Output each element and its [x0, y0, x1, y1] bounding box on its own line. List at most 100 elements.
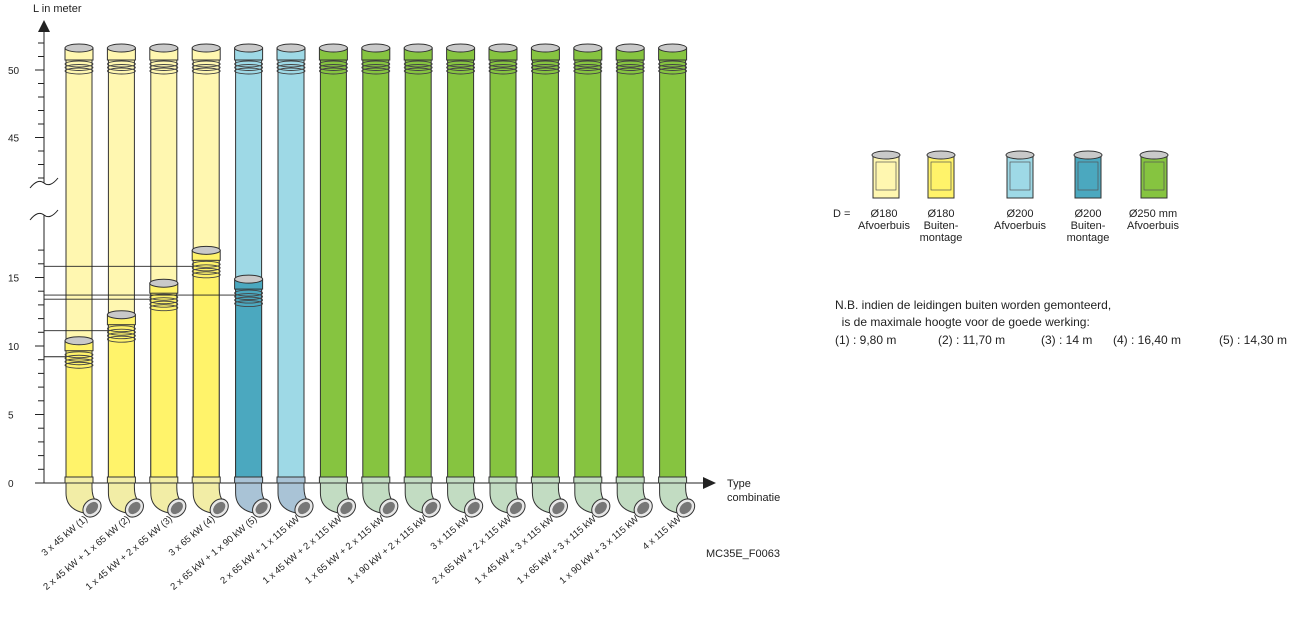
legend-swatch-top: [1005, 150, 1035, 160]
pipe-9: [403, 43, 441, 518]
x-axis-label: combinatie: [727, 492, 780, 504]
pipe-ring: [234, 300, 264, 308]
pipe-ring: [446, 67, 476, 75]
pipe-ring: [149, 297, 179, 305]
pipe-ring: [149, 304, 179, 312]
legend-swatch: [927, 155, 955, 199]
note-line-1: N.B. indien de leidingen buiten worden g…: [835, 298, 1112, 312]
pipe-ring: [361, 67, 391, 75]
pipe-outdoor-cap-top: [149, 278, 179, 288]
pipe-11: [488, 43, 526, 518]
pipe-body: [531, 53, 559, 484]
pipe-outdoor-cap-top: [191, 245, 221, 255]
pipe-ring: [446, 64, 476, 71]
pipe-5: [44, 43, 272, 518]
legend-prefix: D =: [833, 208, 850, 220]
x-axis-arrow: [703, 477, 716, 489]
pipe-ring: [403, 67, 433, 75]
pipe-ring: [234, 60, 264, 68]
pipe-ring: [361, 64, 391, 71]
pipe-ring: [615, 64, 645, 71]
pipe-ring: [106, 332, 136, 340]
pipe-outdoor-cap-top: [234, 274, 264, 284]
pipe-body: [574, 53, 602, 484]
pipe-ring: [234, 296, 264, 304]
pipe-ring: [191, 67, 221, 75]
pipe-ring: [106, 328, 136, 336]
pipe-cap-top: [361, 43, 391, 53]
pipe-cap-top: [191, 43, 221, 53]
pipe-ring: [191, 267, 221, 275]
category-label: 1 x 45 kW + 2 x 115 kW: [261, 514, 345, 587]
note-values: (1) : 9,80 m (2) : 11,70 m (3) : 14 m (4…: [835, 332, 1287, 349]
pipe-elbow-inner: [679, 501, 692, 515]
pipe-ring: [573, 64, 603, 71]
pipe-ring: [106, 60, 136, 68]
note-value-4: (4) : 16,40 m: [1113, 333, 1182, 347]
pipe-cap-top: [276, 43, 306, 53]
pipe-ring: [64, 67, 94, 75]
pipe-bottom-band: [530, 476, 560, 484]
pipe-cap-top: [573, 43, 603, 53]
pipe-cap-top: [64, 43, 94, 53]
pipe-body: [319, 53, 347, 484]
y-tick-label: 15: [8, 274, 20, 285]
pipe-body: [277, 53, 305, 484]
pipe-body: [447, 53, 475, 484]
pipe-3: [44, 43, 187, 518]
pipe-ring: [64, 64, 94, 71]
pipe-bottom-band: [573, 476, 603, 484]
figure-code: MC35E_F0063: [706, 548, 780, 560]
note-value-3: (3) : 14 m: [1041, 333, 1093, 347]
y-tick-label: 45: [8, 134, 20, 145]
legend-swatch: [1006, 155, 1034, 199]
legend-swatch: [1140, 155, 1168, 199]
x-axis-label: Type: [727, 478, 751, 490]
pipe-bottom-band: [615, 476, 645, 484]
pipe-ring: [64, 354, 94, 362]
pipe-elbow-inner: [128, 501, 141, 515]
category-label: 2 x 65 kW + 1 x 115 kW: [218, 514, 302, 587]
legend-label: Afvoerbuis: [1127, 220, 1179, 232]
pipe-ring: [530, 64, 560, 71]
legend-swatch-inner: [1143, 161, 1165, 191]
pipe-cap-top: [149, 43, 179, 53]
pipe-body: [616, 53, 644, 484]
pipe-cap-top: [658, 43, 688, 53]
pipe-elbow-inner: [297, 501, 311, 515]
pipe-2: [44, 43, 144, 518]
pipe-ring: [573, 60, 603, 68]
y-tick-label: 50: [8, 66, 20, 77]
legend-label: Ø200: [1007, 208, 1034, 220]
legend-label: Buiten-: [1071, 220, 1106, 232]
pipe-outdoor-segment: [192, 257, 220, 484]
pipe-bottom-band: [361, 476, 391, 484]
legend-label: Buiten-: [924, 220, 959, 232]
pipe-bottom-band: [446, 476, 476, 484]
legend-label: montage: [1067, 232, 1110, 244]
axis-break-bottom: [29, 209, 59, 221]
pipe-bottom-band: [658, 476, 688, 484]
pipe-ring: [615, 60, 645, 68]
pipe-ring: [106, 325, 136, 333]
y-tick-label: 5: [8, 411, 14, 422]
pipe-elbow-inner: [594, 501, 607, 515]
pipe-ring: [64, 361, 94, 369]
pipe-ring: [234, 293, 264, 301]
category-label: 4 x 115 kW: [641, 514, 684, 553]
pipe-ring: [191, 260, 221, 268]
legend-label: Afvoerbuis: [858, 220, 910, 232]
pipe-elbow-inner: [255, 501, 268, 515]
pipe-ring: [318, 60, 348, 68]
pipe-ring: [658, 67, 688, 75]
pipe-elbow-inner: [509, 501, 523, 515]
pipe-ring: [106, 335, 136, 343]
legend-label: Afvoerbuis: [994, 220, 1046, 232]
pipe-cap-top: [488, 43, 518, 53]
note-value-1: (1) : 9,80 m: [835, 333, 897, 347]
pipe-7: [318, 43, 356, 518]
pipes: [44, 43, 696, 518]
pipe-ring: [106, 64, 136, 71]
pipe-body: [362, 53, 390, 484]
